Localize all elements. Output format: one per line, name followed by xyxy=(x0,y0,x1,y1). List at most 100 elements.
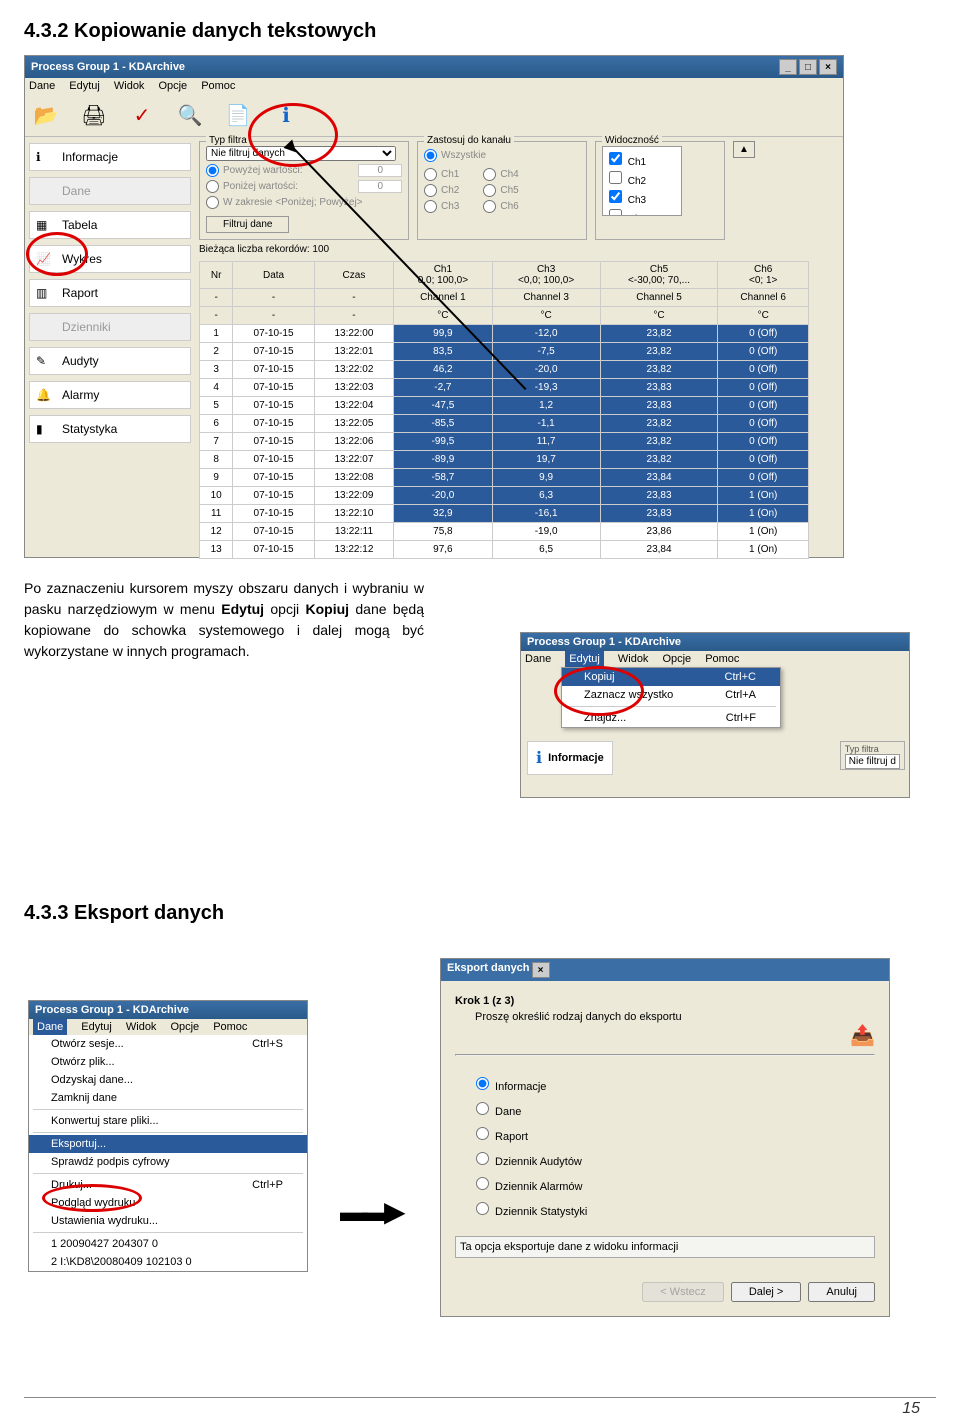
export-option-1[interactable]: Dane xyxy=(471,1099,875,1118)
menu-pomoc[interactable]: Pomoc xyxy=(705,653,739,665)
col-header: Data xyxy=(233,262,314,289)
table-row[interactable]: 1307-10-1513:22:1297,66,523,841 (On) xyxy=(200,541,809,559)
menu-dane[interactable]: Dane xyxy=(525,653,551,665)
copy-icon[interactable]: 📄 xyxy=(221,98,255,132)
table-row[interactable]: 807-10-1513:22:07-89,919,723,820 (Off) xyxy=(200,451,809,469)
sidebar-icon: ▥ xyxy=(36,286,56,300)
menu-opcje[interactable]: Opcje xyxy=(170,1021,199,1033)
filter-r3[interactable] xyxy=(206,196,219,209)
menu-item[interactable]: Odzyskaj dane... xyxy=(29,1071,307,1089)
vis-Ch1[interactable]: Ch1 xyxy=(605,149,679,168)
visibility-list[interactable]: Ch1 Ch2 Ch3 Ch4 xyxy=(602,146,682,216)
menu-item[interactable]: Drukuj...Ctrl+P xyxy=(29,1176,307,1194)
vis-Ch2[interactable]: Ch2 xyxy=(605,168,679,187)
export-option-4[interactable]: Dziennik Alarmów xyxy=(471,1174,875,1193)
menu-item[interactable]: Ustawienia wydruku... xyxy=(29,1212,307,1230)
sidebar-item-statystyka[interactable]: ▮Statystyka xyxy=(29,415,191,443)
table-row[interactable]: 607-10-1513:22:05-85,5-1,123,820 (Off) xyxy=(200,415,809,433)
menu-item[interactable]: Eksportuj... xyxy=(29,1135,307,1153)
next-button[interactable]: Dalej > xyxy=(731,1282,802,1302)
cell: 23,82 xyxy=(600,361,718,379)
apply-Ch2-label: Ch2 xyxy=(441,185,459,196)
cell: -58,7 xyxy=(394,469,492,487)
export-option-2[interactable]: Raport xyxy=(471,1124,875,1143)
vis-Ch4[interactable]: Ch4 xyxy=(605,206,679,216)
menu-pomoc[interactable]: Pomoc xyxy=(213,1021,247,1033)
cell: 13:22:09 xyxy=(314,487,394,505)
menu-item[interactable]: Otwórz plik... xyxy=(29,1053,307,1071)
sidebar-label: Statystyka xyxy=(62,422,117,436)
export-option-0[interactable]: Informacje xyxy=(471,1074,875,1093)
apply-Ch1[interactable] xyxy=(424,168,437,181)
record-count: Bieżąca liczba rekordów: 100 xyxy=(199,244,839,255)
maximize-button[interactable]: □ xyxy=(799,59,817,75)
menu-edytuj[interactable]: Edytuj xyxy=(565,651,604,667)
filter-r2[interactable] xyxy=(206,180,219,193)
apply-Ch5[interactable] xyxy=(483,184,496,197)
print-icon[interactable]: 🖨 xyxy=(77,98,111,132)
export-option-5[interactable]: Dziennik Statystyki xyxy=(471,1199,875,1218)
menu-item[interactable]: 1 20090427 204307 0 xyxy=(29,1235,307,1253)
table-row[interactable]: 1007-10-1513:22:09-20,06,323,831 (On) xyxy=(200,487,809,505)
menu-dane[interactable]: Dane xyxy=(29,80,55,92)
menu-item-znajdz[interactable]: Znajdz...Ctrl+F xyxy=(562,709,780,727)
apply-all[interactable] xyxy=(424,149,437,162)
menu-item[interactable]: Zamknij dane xyxy=(29,1089,307,1107)
minimize-button[interactable]: _ xyxy=(779,59,797,75)
col-unit: °C xyxy=(492,307,600,325)
menu-widok[interactable]: Widok xyxy=(126,1021,157,1033)
vis-Ch3[interactable]: Ch3 xyxy=(605,187,679,206)
check-icon[interactable]: ✓ xyxy=(125,98,159,132)
search-icon[interactable]: 🔍 xyxy=(173,98,207,132)
menu-item-zaznaczwszystko[interactable]: Zaznacz wszystkoCtrl+A xyxy=(562,686,780,704)
menu-widok[interactable]: Widok xyxy=(618,653,649,665)
table-row[interactable]: 707-10-1513:22:06-99,511,723,820 (Off) xyxy=(200,433,809,451)
filter-r1[interactable] xyxy=(206,164,219,177)
apply-Ch2[interactable] xyxy=(424,184,437,197)
menu-item[interactable]: Podgląd wydruku xyxy=(29,1194,307,1212)
sidebar-item-raport[interactable]: ▥Raport xyxy=(29,279,191,307)
menu-opcje[interactable]: Opcje xyxy=(662,653,691,665)
cancel-button[interactable]: Anuluj xyxy=(808,1282,875,1302)
menu-pomoc[interactable]: Pomoc xyxy=(201,80,235,92)
table-row[interactable]: 1207-10-1513:22:1175,8-19,023,861 (On) xyxy=(200,523,809,541)
table-row[interactable]: 407-10-1513:22:03-2,7-19,323,830 (Off) xyxy=(200,379,809,397)
filter-button[interactable]: Filtruj dane xyxy=(206,216,289,233)
apply-Ch3[interactable] xyxy=(424,200,437,213)
sidebar-item-alarmy[interactable]: 🔔Alarmy xyxy=(29,381,191,409)
menu-item[interactable]: Sprawdź podpis cyfrowy xyxy=(29,1153,307,1171)
sidebar-item-informacje[interactable]: ℹInformacje xyxy=(29,143,191,171)
menu-opcje[interactable]: Opcje xyxy=(158,80,187,92)
info-icon[interactable]: ℹ xyxy=(269,98,303,132)
cell: 07-10-15 xyxy=(233,343,314,361)
export-step: Krok 1 (z 3) xyxy=(455,995,875,1007)
close-button[interactable]: × xyxy=(819,59,837,75)
table-row[interactable]: 207-10-1513:22:0183,5-7,523,820 (Off) xyxy=(200,343,809,361)
open-icon[interactable]: 📂 xyxy=(29,98,63,132)
collapse-icon[interactable]: ▲ xyxy=(733,141,755,158)
menu-edytuj[interactable]: Edytuj xyxy=(81,1021,112,1033)
cell: 23,83 xyxy=(600,397,718,415)
apply-all-label: Wszystkie xyxy=(441,150,486,161)
table-row[interactable]: 907-10-1513:22:08-58,79,923,840 (Off) xyxy=(200,469,809,487)
table-row[interactable]: 307-10-1513:22:0246,2-20,023,820 (Off) xyxy=(200,361,809,379)
apply-Ch4[interactable] xyxy=(483,168,496,181)
menu-dane[interactable]: Dane xyxy=(33,1019,67,1035)
export-option-3[interactable]: Dziennik Audytów xyxy=(471,1149,875,1168)
menu-item[interactable]: Konwertuj stare pliki... xyxy=(29,1112,307,1130)
export-close-button[interactable]: × xyxy=(532,962,550,978)
menu-item[interactable]: 2 I:\KD8\20080409 102103 0 xyxy=(29,1253,307,1271)
table-row[interactable]: 1107-10-1513:22:1032,9-16,123,831 (On) xyxy=(200,505,809,523)
sidebar-item-tabela[interactable]: ▦Tabela xyxy=(29,211,191,239)
table-row[interactable]: 507-10-1513:22:04-47,51,223,830 (Off) xyxy=(200,397,809,415)
menu-edytuj[interactable]: Edytuj xyxy=(69,80,100,92)
sidebar-label: Alarmy xyxy=(62,388,99,402)
menu-widok[interactable]: Widok xyxy=(114,80,145,92)
menu-item-kopiuj[interactable]: KopiujCtrl+C xyxy=(562,668,780,686)
apply-Ch6[interactable] xyxy=(483,200,496,213)
sidebar-item-audyty[interactable]: ✎Audyty xyxy=(29,347,191,375)
menu-item[interactable]: Otwórz sesje...Ctrl+S xyxy=(29,1035,307,1053)
col-unit: °C xyxy=(394,307,492,325)
table-row[interactable]: 107-10-1513:22:0099,9-12,023,820 (Off) xyxy=(200,325,809,343)
sidebar-item-wykres[interactable]: 📈Wykres xyxy=(29,245,191,273)
